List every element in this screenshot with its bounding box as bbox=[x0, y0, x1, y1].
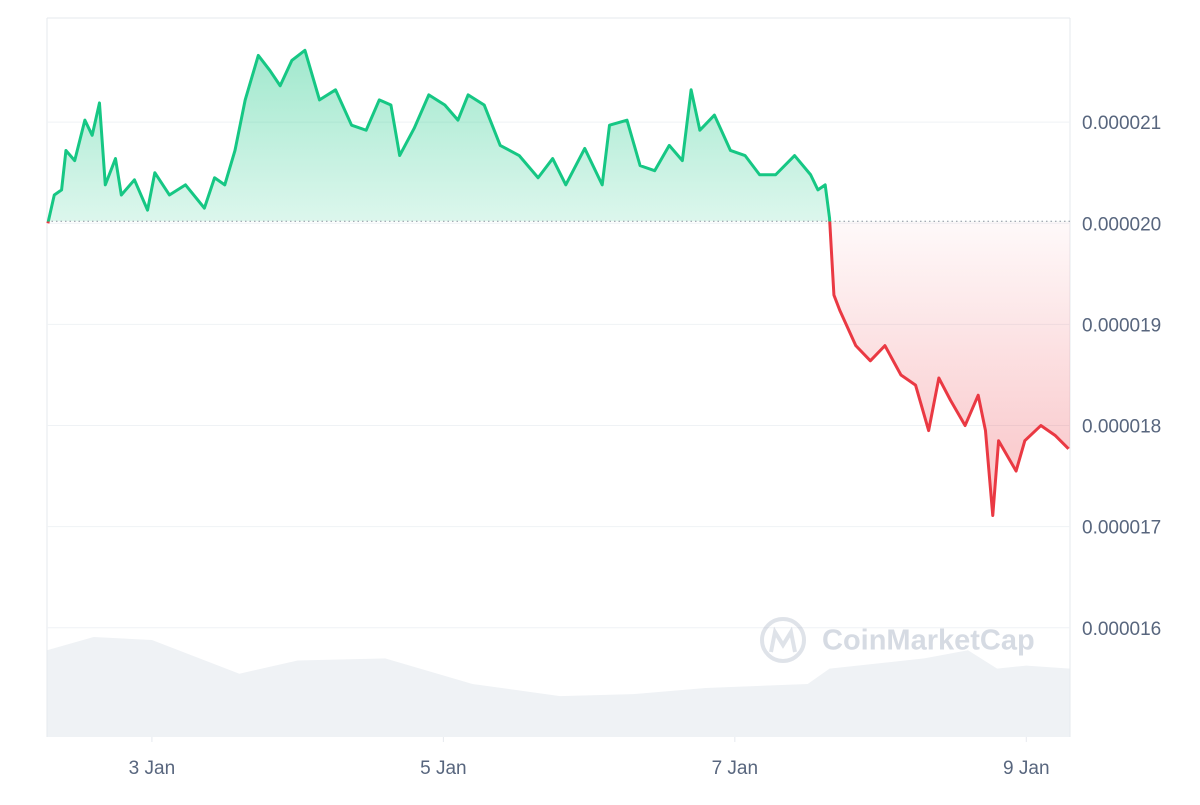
y-tick-label: 0.000018 bbox=[1082, 417, 1161, 438]
x-tick-label: 7 Jan bbox=[712, 758, 758, 779]
x-tick-label: 5 Jan bbox=[420, 758, 466, 779]
volume-area bbox=[47, 637, 1070, 737]
x-tick-label: 9 Jan bbox=[1003, 758, 1049, 779]
y-tick-label: 0.000019 bbox=[1082, 315, 1161, 336]
watermark: CoinMarketCap bbox=[822, 625, 1035, 657]
price-area bbox=[47, 50, 1070, 516]
y-tick-label: 0.000021 bbox=[1082, 113, 1161, 134]
watermark-logo bbox=[760, 617, 806, 663]
x-tick-label: 3 Jan bbox=[129, 758, 175, 779]
y-tick-label: 0.000017 bbox=[1082, 518, 1161, 539]
y-tick-label: 0.000016 bbox=[1082, 619, 1161, 640]
price-line bbox=[46, 48, 1070, 518]
y-tick-label: 0.000020 bbox=[1082, 214, 1161, 235]
